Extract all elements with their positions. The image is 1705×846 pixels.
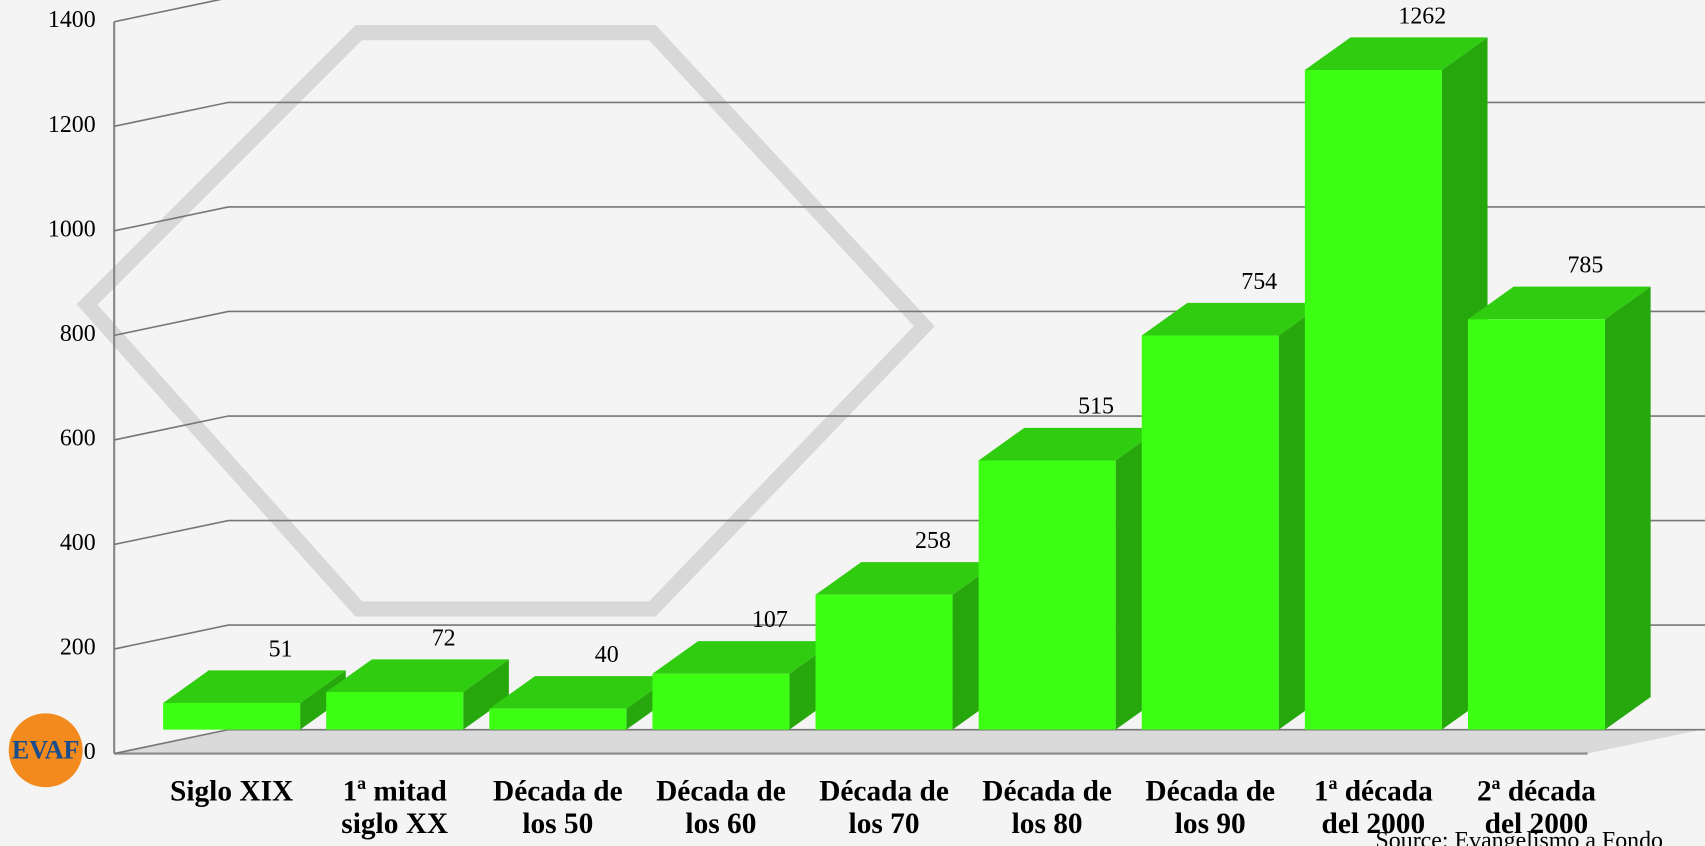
chart: 0 200 400 600 800 1000 1200 1400 51 Siglo XIX 72 1… bbox=[0, 0, 1705, 846]
bar bbox=[1468, 319, 1605, 729]
x-tick-label-box: Década de los 80 bbox=[966, 774, 1129, 846]
value-label: 754 bbox=[1241, 269, 1277, 295]
value-label: 785 bbox=[1567, 253, 1603, 279]
bar bbox=[652, 674, 789, 730]
x-tick-label-box: Década de los 90 bbox=[1129, 774, 1292, 846]
x-tick-label: Década de los 70 bbox=[802, 774, 965, 839]
x-tick-label: Siglo XIX bbox=[150, 774, 313, 807]
y-tick-label: 1000 bbox=[48, 216, 96, 242]
x-tick-label-box: Década de los 60 bbox=[639, 774, 802, 846]
y-tick-label: 1400 bbox=[48, 7, 96, 33]
bar bbox=[163, 703, 300, 730]
value-label: 515 bbox=[1078, 394, 1114, 420]
x-tick-label: Década de los 90 bbox=[1129, 774, 1292, 839]
x-tick-label-box: 1ª mitad siglo XX bbox=[313, 774, 476, 846]
y-tick-label: 0 bbox=[84, 739, 96, 765]
x-tick-label-box: Década de los 70 bbox=[802, 774, 965, 846]
value-label: 72 bbox=[432, 625, 456, 651]
x-tick-label: 1ª mitad siglo XX bbox=[313, 774, 476, 839]
floor bbox=[114, 730, 1702, 754]
value-label: 1262 bbox=[1398, 3, 1446, 29]
bar bbox=[326, 692, 463, 730]
y-tick-label: 400 bbox=[60, 530, 96, 556]
bar bbox=[1305, 70, 1442, 730]
y-tick-label: 600 bbox=[60, 425, 96, 451]
x-tick-label: Década de los 80 bbox=[966, 774, 1129, 839]
bar bbox=[979, 460, 1116, 729]
source: Source: Evangelismo a Fondo bbox=[1376, 828, 1664, 846]
y-tick-label: 200 bbox=[60, 635, 96, 661]
x-tick-label: Década de los 50 bbox=[476, 774, 639, 839]
logo: EVAF bbox=[12, 735, 80, 764]
value-label: 258 bbox=[915, 528, 951, 554]
value-label: 107 bbox=[752, 607, 788, 633]
bar-side bbox=[1605, 287, 1651, 730]
x-tick-label-box: Siglo XIX bbox=[150, 774, 313, 846]
x-tick-label: Década de los 60 bbox=[639, 774, 802, 839]
value-label: 51 bbox=[269, 636, 293, 662]
y-tick-label: 800 bbox=[60, 321, 96, 347]
bar bbox=[1142, 336, 1279, 730]
x-tick-label-box: Década de los 50 bbox=[476, 774, 639, 846]
y-tick-label: 1200 bbox=[48, 112, 96, 138]
bar bbox=[816, 595, 953, 730]
value-label: 40 bbox=[595, 642, 619, 668]
bar bbox=[489, 709, 626, 730]
